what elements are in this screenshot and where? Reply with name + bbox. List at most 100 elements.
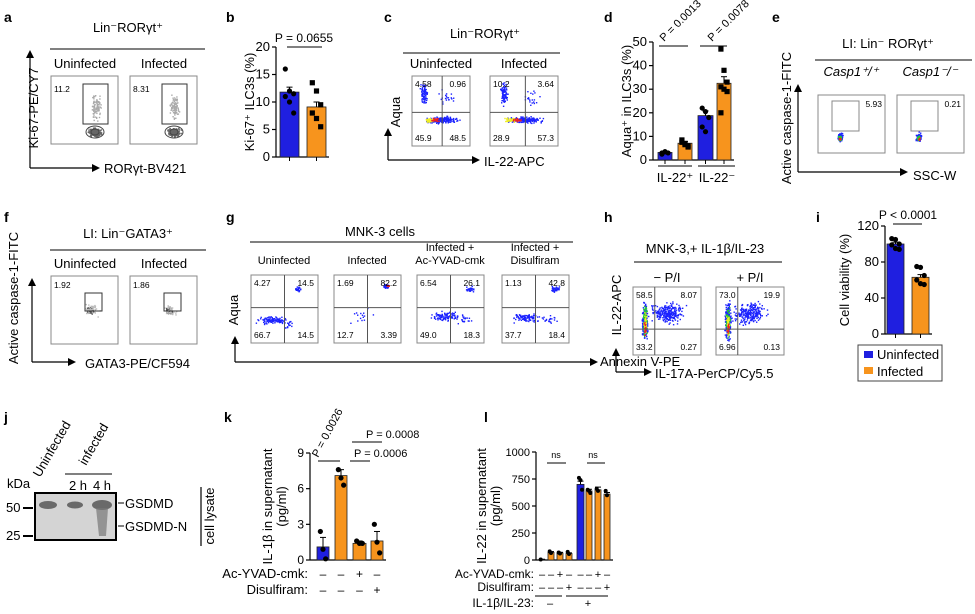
event-dot [453, 313, 455, 315]
event-dot [511, 121, 514, 123]
event-dot [295, 288, 297, 290]
event-dot [527, 97, 530, 99]
event-dot [727, 332, 729, 334]
event-dot [277, 319, 280, 321]
y-axis-label: Aqua⁺ in ILC3s (%) [619, 45, 634, 157]
event-dot [172, 130, 175, 132]
quadrant-value-ul: 73.0 [719, 290, 736, 300]
event-dot [841, 136, 844, 139]
event-dot [645, 324, 647, 327]
event-dot [751, 319, 754, 321]
event-dot [528, 319, 530, 321]
event-dot [838, 134, 841, 136]
event-dot [729, 315, 731, 318]
event-dot [527, 122, 529, 124]
event-dot [839, 137, 841, 139]
event-dot [177, 113, 180, 115]
condition-label-line2: Ac-YVAD-cmk [415, 255, 485, 267]
event-dot [525, 314, 528, 317]
event-dot [423, 100, 425, 102]
event-dot [442, 118, 444, 120]
event-dot [664, 318, 666, 320]
event-dot [644, 314, 646, 317]
event-dot [435, 118, 437, 120]
data-point [318, 124, 324, 130]
event-dot [172, 99, 174, 101]
event-dot [651, 320, 653, 322]
bar [697, 115, 714, 161]
event-dot [532, 316, 535, 319]
event-dot [755, 315, 758, 317]
event-dot [92, 127, 95, 129]
event-dot [644, 337, 646, 339]
event-dot [551, 285, 553, 288]
event-dot [726, 316, 728, 318]
event-dot [744, 321, 746, 323]
event-dot [269, 321, 272, 323]
event-dot [168, 132, 170, 134]
event-dot [731, 317, 733, 319]
event-dot [659, 312, 661, 314]
event-dot [667, 314, 669, 316]
quadrant-value-ll: 66.7 [254, 330, 271, 340]
event-dot [431, 119, 433, 122]
event-dot [94, 308, 96, 311]
event-dot [443, 315, 445, 318]
event-dot [670, 302, 672, 305]
event-dot [429, 122, 432, 124]
event-dot [177, 134, 180, 136]
event-dot [500, 89, 502, 91]
gate-value: 5.93 [865, 99, 882, 109]
event-dot [94, 109, 96, 111]
event-dot [646, 324, 648, 326]
quadrant-value-ur: 26.1 [463, 278, 480, 288]
event-dot [277, 321, 279, 323]
event-dot [664, 316, 667, 318]
event-dot [751, 312, 753, 314]
quadrant-value-ur: 8.07 [680, 290, 697, 300]
event-dot [502, 90, 504, 92]
event-dot [436, 120, 439, 123]
event-dot [678, 314, 680, 316]
event-dot [743, 308, 745, 311]
quadrant-value-ul: 6.54 [420, 278, 437, 288]
event-dot [663, 306, 666, 309]
event-dot [644, 335, 646, 338]
event-dot [513, 121, 516, 123]
event-dot [751, 305, 753, 307]
event-dot [269, 319, 272, 321]
event-dot [725, 335, 728, 337]
event-dot [281, 322, 284, 325]
significance-label: P = 0.0026 [310, 407, 346, 460]
event-dot [551, 289, 553, 292]
event-dot [87, 312, 89, 315]
event-dot [529, 319, 531, 321]
event-dot [95, 108, 97, 111]
event-dot [530, 316, 532, 318]
event-dot [516, 120, 518, 122]
x-axis-label: RORγt-BV421 [104, 161, 186, 176]
event-dot [668, 309, 670, 311]
event-dot [433, 316, 436, 318]
event-dot [423, 93, 425, 96]
gate [84, 292, 103, 312]
event-dot [753, 304, 756, 306]
event-dot [448, 120, 450, 122]
event-dot [176, 98, 178, 100]
event-dot [522, 315, 525, 317]
event-dot [98, 101, 100, 103]
data-point [724, 79, 730, 85]
event-dot [384, 285, 387, 287]
event-dot [177, 110, 180, 112]
event-dot [681, 314, 683, 316]
event-dot [724, 334, 727, 336]
bar [886, 243, 905, 335]
event-dot [667, 312, 670, 314]
event-dot [92, 132, 94, 134]
event-dot [669, 319, 671, 321]
event-dot [167, 313, 170, 315]
event-dot [536, 316, 539, 318]
event-dot [659, 318, 661, 320]
event-dot [643, 324, 645, 326]
